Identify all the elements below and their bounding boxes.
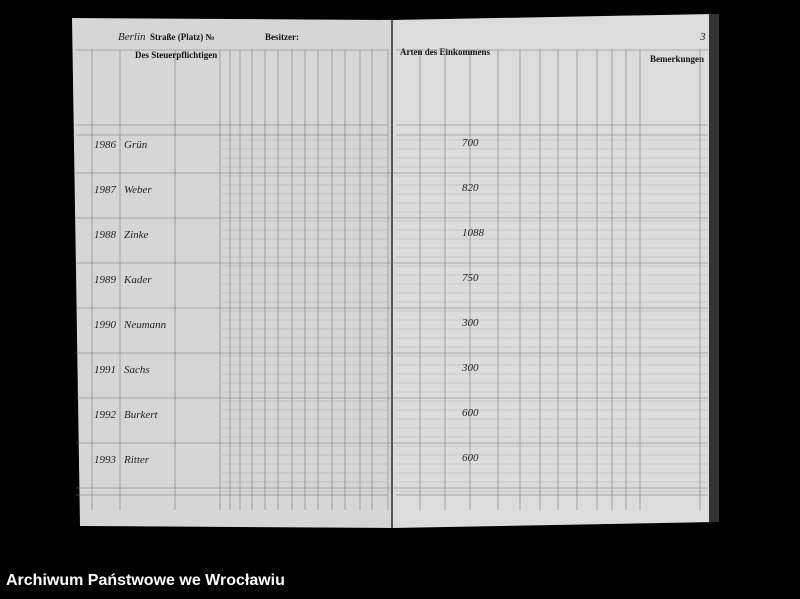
income: 820 [462,182,479,194]
remarks-header: Bemerkungen [650,54,704,64]
row-number: 1992 [94,409,117,421]
column-group: Des Steuerpflichtigen [135,50,217,60]
taxpayer-name: Kader [123,274,152,286]
row-number: 1988 [94,229,117,241]
page-number: 3 [699,31,706,43]
taxpayer-name: Ritter [123,454,150,466]
page-edge [709,14,719,522]
row-number: 1990 [94,319,117,331]
row-number: 1987 [94,184,117,196]
row-number: 1989 [94,274,117,286]
ruling [76,49,708,510]
left-page [72,18,392,528]
street-label: Straße (Platz) № [150,32,215,42]
income: 600 [462,452,479,464]
row-number: 1991 [94,364,116,376]
caption: Archiwum Państwowe we Wrocławiu [6,572,285,589]
rows: 1986 Grün 700 1987 Weber 820 1988 Zinke 1088 1989… [76,137,708,489]
taxpayer-name: Zinke [124,229,149,241]
income: 300 [461,362,479,374]
taxpayer-name: Grün [124,139,148,151]
income: 1088 [462,227,485,239]
taxpayer-name: Neumann [123,319,167,331]
taxpayer-name: Burkert [124,409,159,421]
taxpayer-name: Weber [124,184,152,196]
income: 300 [461,317,479,329]
owner-label: Besitzer: [265,32,299,42]
city: Berlin [118,31,146,43]
row-number: 1993 [94,454,117,466]
taxpayer-name: Sachs [124,364,150,376]
row-number: 1986 [94,139,117,151]
income: 750 [462,272,479,284]
income: 700 [462,137,479,149]
right-page [392,14,716,528]
income: 600 [462,407,479,419]
